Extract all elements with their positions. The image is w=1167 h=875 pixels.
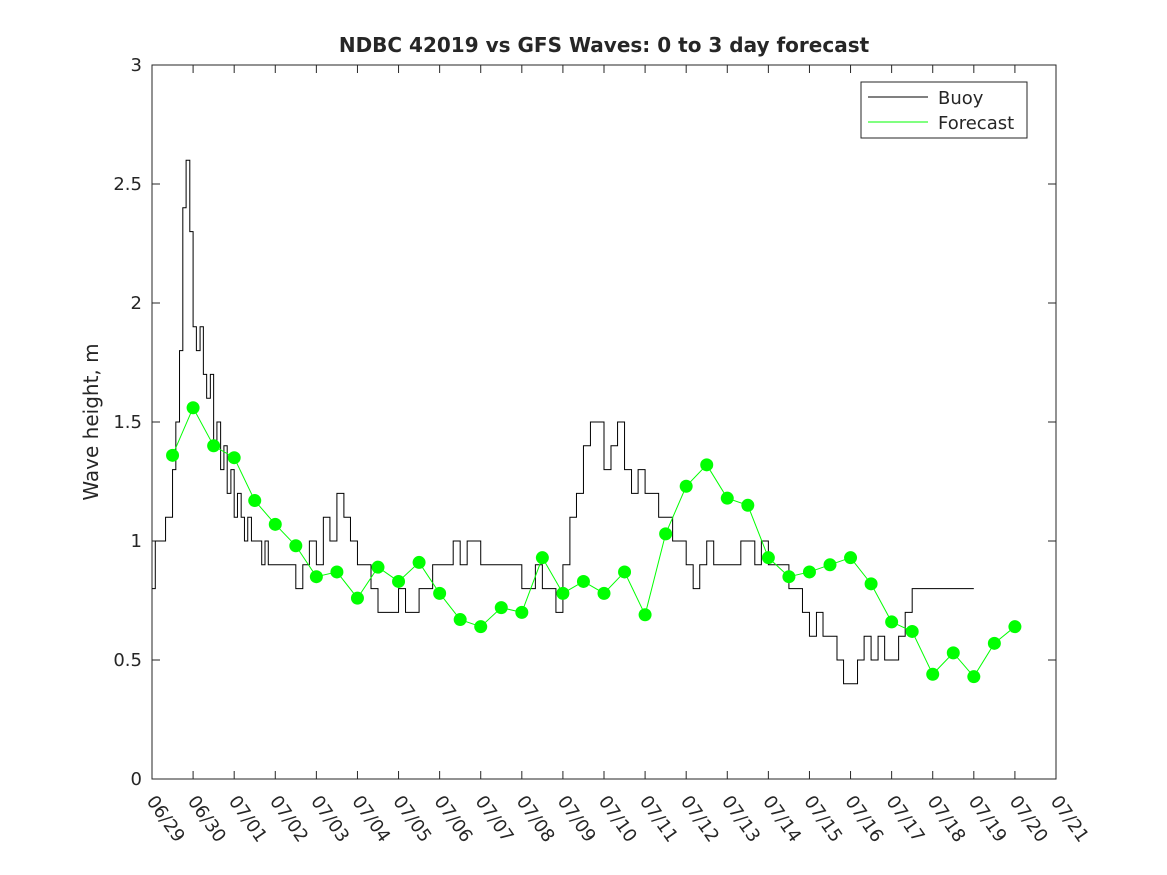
y-tick-label: 0.5 xyxy=(113,650,142,671)
forecast-point xyxy=(227,451,241,465)
forecast-point xyxy=(474,620,488,634)
forecast-point xyxy=(967,670,981,684)
forecast-point xyxy=(720,491,734,505)
forecast-point xyxy=(309,570,323,584)
x-tick-label: 07/09 xyxy=(553,792,600,847)
x-tick-label: 06/30 xyxy=(183,792,230,847)
forecast-point xyxy=(268,517,282,531)
y-tick-label: 1 xyxy=(131,531,142,552)
x-tick-label: 07/13 xyxy=(717,792,764,847)
x-tick-label: 07/04 xyxy=(347,792,394,847)
y-tick-label: 3 xyxy=(131,55,142,76)
forecast-point xyxy=(885,615,899,629)
legend-box xyxy=(860,81,1028,139)
x-tick-label: 07/11 xyxy=(635,792,682,847)
forecast-point xyxy=(926,667,940,681)
forecast-point xyxy=(207,439,221,453)
forecast-point xyxy=(371,560,385,574)
x-tick-label: 07/08 xyxy=(512,792,559,847)
forecast-point xyxy=(330,565,344,579)
forecast-point xyxy=(453,613,467,627)
forecast-point xyxy=(782,570,796,584)
x-tick-label: 07/07 xyxy=(471,792,518,847)
forecast-point xyxy=(515,605,529,619)
forecast-point xyxy=(412,555,426,569)
y-tick-label: 0 xyxy=(131,769,142,790)
x-tick-label: 07/19 xyxy=(964,792,1011,847)
legend-buoy-label: Buoy xyxy=(938,88,984,109)
y-axis-label: Wave height, m xyxy=(79,343,103,500)
forecast-point xyxy=(905,624,919,638)
chart-title: NDBC 42019 vs GFS Waves: 0 to 3 day fore… xyxy=(339,33,870,57)
forecast-point xyxy=(289,539,303,553)
forecast-point xyxy=(350,591,364,605)
y-tick-label: 2 xyxy=(131,293,142,314)
forecast-point xyxy=(802,565,816,579)
x-tick-label: 07/21 xyxy=(1046,792,1093,847)
x-tick-label: 07/14 xyxy=(758,792,805,847)
x-tick-label: 07/06 xyxy=(430,792,477,847)
forecast-point xyxy=(987,636,1001,650)
x-tick-label: 07/05 xyxy=(388,792,435,847)
forecast-point xyxy=(741,498,755,512)
forecast-point xyxy=(761,551,775,565)
x-tick-label: 06/29 xyxy=(142,792,189,847)
legend-forecast-label: Forecast xyxy=(938,113,1014,134)
forecast-point xyxy=(186,401,200,415)
buoy-line xyxy=(152,159,974,685)
forecast-point xyxy=(659,527,673,541)
x-tick-label: 07/16 xyxy=(840,792,887,847)
x-tick-label: 07/02 xyxy=(265,792,312,847)
y-tick-label: 2.5 xyxy=(113,174,142,195)
forecast-point xyxy=(576,574,590,588)
forecast-point xyxy=(248,494,262,508)
x-tick-label: 07/17 xyxy=(882,792,929,847)
forecast-point xyxy=(638,608,652,622)
x-tick-label: 07/10 xyxy=(594,792,641,847)
forecast-point xyxy=(535,551,549,565)
forecast-point xyxy=(679,479,693,493)
forecast-point xyxy=(597,586,611,600)
x-tick-label: 07/12 xyxy=(676,792,723,847)
y-tick-label: 1.5 xyxy=(113,412,142,433)
x-tick-label: 07/03 xyxy=(306,792,353,847)
forecast-point xyxy=(823,558,837,572)
forecast-point xyxy=(946,646,960,660)
x-tick-label: 07/20 xyxy=(1005,792,1052,847)
forecast-point xyxy=(618,565,632,579)
forecast-point xyxy=(1008,620,1022,634)
series-layer xyxy=(152,159,1022,685)
legend: Buoy Forecast xyxy=(860,81,1028,139)
forecast-point xyxy=(844,551,858,565)
forecast-point xyxy=(864,577,878,591)
forecast-point xyxy=(166,448,180,462)
x-tick-label: 07/15 xyxy=(799,792,846,847)
forecast-point xyxy=(556,586,570,600)
x-tick-label: 07/18 xyxy=(923,792,970,847)
forecast-point xyxy=(392,574,406,588)
y-axis: 0 0.5 1 1.5 2 2.5 3 xyxy=(113,55,1056,790)
forecast-point xyxy=(700,458,714,472)
forecast-point xyxy=(494,601,508,615)
x-tick-label: 07/01 xyxy=(224,792,271,847)
forecast-point xyxy=(433,586,447,600)
